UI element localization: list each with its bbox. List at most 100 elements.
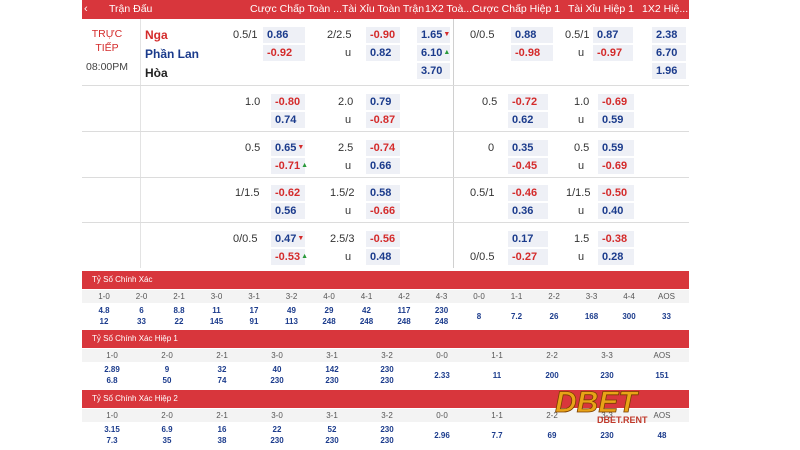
cs-odds-value[interactable]: 33 — [662, 312, 671, 321]
odds-cell[interactable]: 0.28 — [598, 249, 634, 265]
cs-odds-value[interactable]: 230 — [270, 436, 284, 445]
cs-odds-value[interactable]: 2.96 — [434, 431, 450, 440]
odds-cell[interactable]: 0.40 — [598, 203, 634, 219]
cs-odds-value[interactable]: 22 — [174, 317, 184, 326]
cs-odds-value[interactable]: 117 — [397, 306, 411, 315]
cs-odds-value[interactable]: 8 — [476, 312, 482, 321]
odds-cell[interactable]: -0.66 — [366, 203, 400, 219]
odds-cell[interactable]: 6.10▲ — [417, 45, 450, 61]
cs-odds-value[interactable]: 50 — [162, 376, 172, 385]
odds-cell[interactable]: 0.82 — [366, 45, 400, 61]
odds-cell[interactable]: 0.48 — [366, 249, 400, 265]
cs-odds-value[interactable]: 33 — [137, 317, 146, 326]
odds-cell[interactable]: -0.90 — [366, 27, 400, 43]
odds-cell[interactable]: 0.59 — [598, 112, 634, 128]
odds-cell[interactable]: -0.56 — [366, 231, 400, 247]
cs-odds-value[interactable]: 3.15 — [104, 425, 120, 434]
cs-odds-value[interactable]: 230 — [600, 371, 614, 380]
cs-odds-value[interactable]: 142 — [325, 365, 339, 374]
cs-odds-value[interactable]: 11 — [492, 371, 502, 380]
odds-cell[interactable]: 0.59 — [598, 140, 634, 156]
cs-odds-value[interactable]: 9 — [164, 365, 170, 374]
odds-cell[interactable]: -0.98 — [511, 45, 553, 61]
cs-odds-value[interactable]: 7.3 — [106, 436, 118, 445]
cs-odds-value[interactable]: 230 — [380, 425, 394, 434]
cs-odds-value[interactable]: 42 — [362, 306, 371, 315]
cs-odds-value[interactable]: 230 — [380, 436, 394, 445]
cs-odds-value[interactable]: 113 — [285, 317, 298, 326]
cs-odds-value[interactable]: 230 — [270, 376, 284, 385]
odds-cell[interactable]: 0.36 — [508, 203, 548, 219]
odds-cell[interactable]: 0.56 — [271, 203, 305, 219]
cs-odds-value[interactable]: 230 — [434, 306, 449, 315]
cs-odds-value[interactable]: 4.8 — [98, 306, 110, 315]
team-home[interactable]: Nga — [145, 28, 168, 42]
cs-odds-value[interactable]: 38 — [217, 436, 227, 445]
odds-cell[interactable]: 0.65▼ — [271, 140, 305, 156]
odds-cell[interactable]: -0.72 — [508, 94, 548, 110]
odds-cell[interactable]: -0.38 — [598, 231, 634, 247]
cs-odds-value[interactable]: 6.9 — [161, 425, 173, 434]
cs-odds-value[interactable]: 151 — [655, 371, 669, 380]
cs-odds-value[interactable]: 16 — [217, 425, 227, 434]
odds-cell[interactable]: 3.70 — [417, 63, 450, 79]
odds-cell[interactable]: 0.62 — [508, 112, 548, 128]
odds-cell[interactable]: -0.87 — [366, 112, 400, 128]
cs-odds-value[interactable]: 2.89 — [104, 365, 120, 374]
cs-odds-value[interactable]: 2.33 — [434, 371, 450, 380]
odds-cell[interactable]: -0.97 — [593, 45, 633, 61]
cs-odds-value[interactable]: 248 — [359, 317, 374, 326]
cs-odds-value[interactable]: 248 — [397, 317, 411, 326]
cs-odds-value[interactable]: 32 — [217, 365, 227, 374]
cs-odds-value[interactable]: 35 — [162, 436, 172, 445]
cs-odds-value[interactable]: 40 — [272, 365, 282, 374]
odds-cell[interactable]: 0.88 — [511, 27, 553, 43]
cs-odds-value[interactable]: 6 — [139, 306, 144, 315]
cs-odds-value[interactable]: 12 — [99, 317, 109, 326]
cs-odds-value[interactable]: 22 — [272, 425, 282, 434]
cs-odds-value[interactable]: 8.8 — [173, 306, 185, 315]
odds-cell[interactable]: 0.17 — [508, 231, 548, 247]
cs-odds-value[interactable]: 6.8 — [106, 376, 118, 385]
cs-odds-value[interactable]: 91 — [249, 317, 259, 326]
cs-odds-value[interactable]: 49 — [287, 306, 296, 315]
odds-cell[interactable]: 0.58 — [366, 185, 400, 201]
odds-cell[interactable]: 6.70 — [652, 45, 686, 61]
cs-odds-value[interactable]: 248 — [322, 317, 336, 326]
odds-cell[interactable]: 0.86 — [263, 27, 305, 43]
cs-odds-value[interactable]: 168 — [584, 312, 599, 321]
cs-odds-value[interactable]: 7.7 — [491, 431, 503, 440]
cs-odds-value[interactable]: 230 — [380, 365, 394, 374]
cs-odds-value[interactable]: 230 — [325, 376, 339, 385]
odds-cell[interactable]: -0.53▲ — [271, 249, 308, 265]
cs-odds-value[interactable]: 17 — [249, 306, 259, 315]
cs-odds-value[interactable]: 145 — [209, 317, 224, 326]
odds-cell[interactable]: 0.66 — [366, 158, 400, 174]
odds-cell[interactable]: -0.45 — [508, 158, 548, 174]
odds-cell[interactable]: -0.50 — [598, 185, 634, 201]
odds-cell[interactable]: -0.62 — [271, 185, 305, 201]
odds-cell[interactable]: 0.87 — [593, 27, 633, 43]
team-away[interactable]: Phần Lan — [145, 47, 200, 61]
cs-odds-value[interactable]: 200 — [545, 371, 559, 380]
cs-odds-value[interactable]: 11 — [212, 306, 221, 315]
odds-cell[interactable]: 1.65▼ — [417, 27, 450, 43]
odds-cell[interactable]: -0.80 — [271, 94, 305, 110]
cs-odds-value[interactable]: 230 — [380, 376, 394, 385]
cs-odds-value[interactable]: 26 — [549, 312, 559, 321]
back-icon[interactable]: ‹ — [84, 3, 88, 15]
odds-cell[interactable]: 1.96 — [652, 63, 686, 79]
cs-odds-value[interactable]: 74 — [217, 376, 227, 385]
cs-odds-value[interactable]: 248 — [434, 317, 449, 326]
odds-cell[interactable]: -0.74 — [366, 140, 400, 156]
odds-cell[interactable]: -0.69 — [598, 94, 634, 110]
odds-cell[interactable]: -0.71▲ — [271, 158, 308, 174]
odds-cell[interactable]: -0.46 — [508, 185, 548, 201]
cs-odds-value[interactable]: 69 — [547, 431, 557, 440]
odds-cell[interactable]: 0.79 — [366, 94, 400, 110]
odds-cell[interactable]: 0.35 — [508, 140, 548, 156]
odds-cell[interactable]: -0.27 — [508, 249, 548, 265]
odds-cell[interactable]: 0.74 — [271, 112, 305, 128]
odds-cell[interactable]: -0.92 — [263, 45, 305, 61]
cs-odds-value[interactable]: 300 — [622, 312, 636, 321]
